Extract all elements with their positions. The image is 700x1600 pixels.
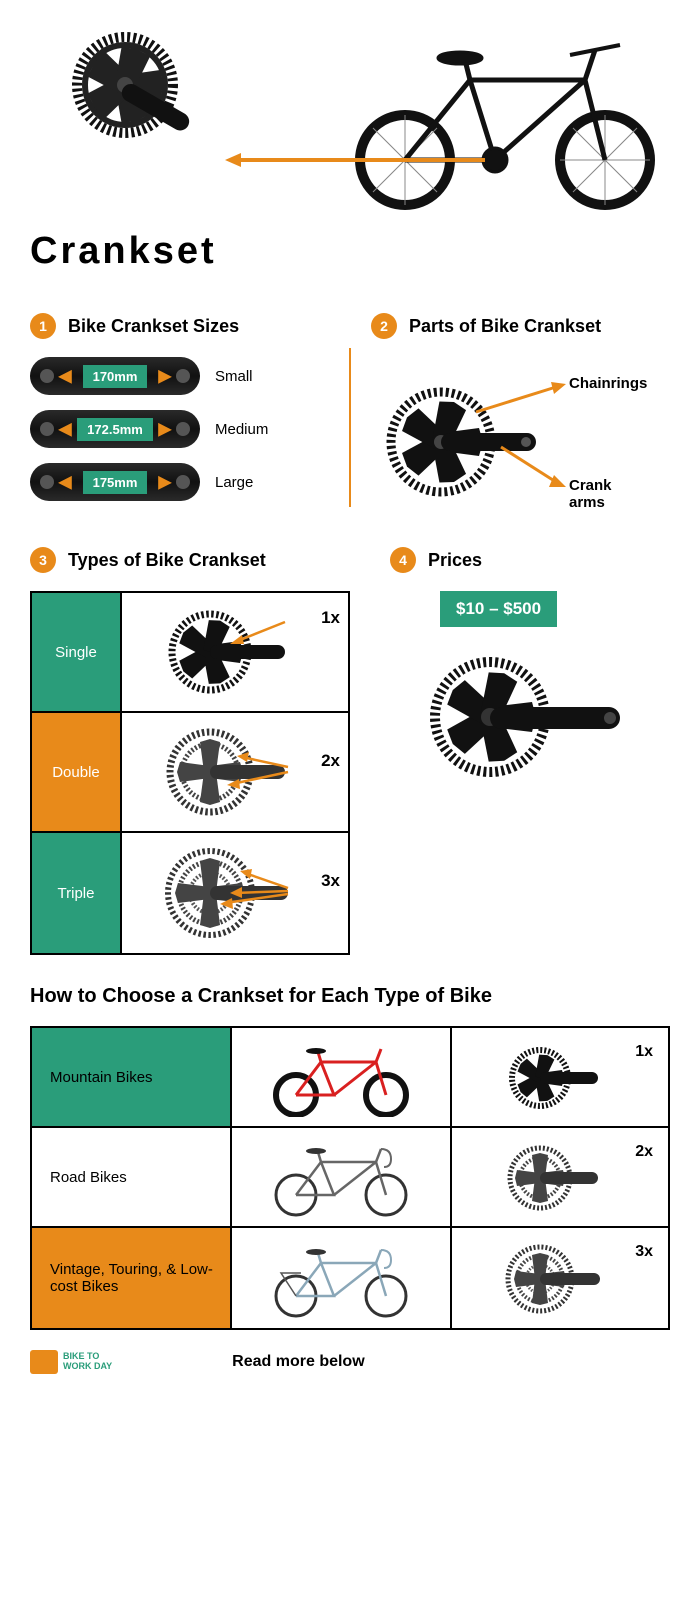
mountain-bike-icon [266,1037,416,1117]
type-image-cell: 1x [122,593,348,711]
type-image-cell: 2x [122,713,348,831]
hero-arrow-icon [225,150,485,170]
size-row-large: ◀ 175mm ▶ Large [30,463,329,501]
row-sizes-parts: 1 Bike Crankset Sizes ◀ 170mm ▶ Small ◀ … [30,313,670,517]
price-range: $10 – $500 [440,591,557,627]
read-more: Read more below [232,1353,364,1371]
badge-4: 4 [390,547,416,573]
size-mm: 170mm [83,365,148,388]
crank-arm-icon: ◀ 172.5mm ▶ [30,410,200,448]
choose-count: 3x [635,1243,653,1261]
type-label: Triple [32,833,122,953]
types-table: Single 1x Double [30,591,350,955]
crank-arm-icon: ◀ 170mm ▶ [30,357,200,395]
choose-label: Mountain Bikes [32,1028,232,1126]
badge-3: 3 [30,547,56,573]
crankset-triple-icon [160,843,310,943]
label-crankarms: Crank arms [569,477,651,511]
hero-crankset-icon [70,30,200,160]
crankset-2x-icon [500,1140,620,1215]
logo: BIKE TO WORK DAY [30,1350,112,1374]
type-row-triple: Triple 3x [32,833,348,953]
size-label: Large [215,474,253,491]
logo-line2: WORK DAY [63,1362,112,1372]
prices-section: 4 Prices $10 – $500 [390,547,670,955]
logo-text: BIKE TO WORK DAY [63,1352,112,1372]
size-mm: 175mm [83,471,148,494]
logo-icon [30,1350,58,1374]
choose-bike-cell [232,1028,452,1126]
size-row-small: ◀ 170mm ▶ Small [30,357,329,395]
type-label: Single [32,593,122,711]
badge-1: 1 [30,313,56,339]
choose-table: Mountain Bikes 1x Road Bikes 2x Vintage,… [30,1026,670,1330]
touring-bike-icon [266,1238,416,1318]
type-image-cell: 3x [122,833,348,953]
size-row-medium: ◀ 172.5mm ▶ Medium [30,410,329,448]
parts-diagram: Chainrings Crank arms [371,357,651,517]
choose-count: 2x [635,1143,653,1161]
choose-bike-cell [232,1228,452,1328]
choose-label: Road Bikes [32,1128,232,1226]
choose-row-road: Road Bikes 2x [32,1128,668,1228]
types-title: Types of Bike Crankset [68,550,266,571]
road-bike-icon [266,1137,416,1217]
label-chainrings: Chainrings [569,375,647,392]
badge-2: 2 [371,313,397,339]
footer: BIKE TO WORK DAY Read more below [30,1350,670,1374]
choose-row-mountain: Mountain Bikes 1x [32,1028,668,1128]
sizes-title: Bike Crankset Sizes [68,316,239,337]
prices-title: Prices [428,550,482,571]
parts-section: 2 Parts of Bike Crankset [371,313,670,517]
type-row-double: Double 2x [32,713,348,833]
choose-crank-cell: 3x [452,1228,668,1328]
size-label: Small [215,368,253,385]
choose-bike-cell [232,1128,452,1226]
crankset-single-icon [160,602,310,702]
sizes-section: 1 Bike Crankset Sizes ◀ 170mm ▶ Small ◀ … [30,313,329,517]
types-section: 3 Types of Bike Crankset Single 1 [30,547,370,955]
size-label: Medium [215,421,268,438]
ring-count: 2x [321,751,340,771]
ring-count: 1x [321,608,340,628]
choose-title: How to Choose a Crankset for Each Type o… [30,985,670,1008]
choose-crank-cell: 2x [452,1128,668,1226]
page-title: Crankset [30,230,670,273]
parts-title: Parts of Bike Crankset [409,316,601,337]
choose-label: Vintage, Touring, & Low-cost Bikes [32,1228,232,1328]
hero-section [30,20,670,220]
choose-crank-cell: 1x [452,1028,668,1126]
sizes-list: ◀ 170mm ▶ Small ◀ 172.5mm ▶ Medium ◀ 175… [30,357,329,501]
choose-count: 1x [635,1043,653,1061]
size-mm: 172.5mm [77,418,153,441]
crankset-3x-icon [500,1241,620,1316]
type-label: Double [32,713,122,831]
ring-count: 3x [321,871,340,891]
crankset-double-icon [160,722,310,822]
type-row-single: Single 1x [32,593,348,713]
crankset-1x-icon [500,1040,620,1115]
choose-row-vintage: Vintage, Touring, & Low-cost Bikes 3x [32,1228,668,1328]
price-crankset-icon [420,642,670,797]
crank-arm-icon: ◀ 175mm ▶ [30,463,200,501]
vertical-divider [349,348,351,507]
hero-bike-icon [340,20,670,210]
row-types-prices: 3 Types of Bike Crankset Single 1 [30,547,670,955]
